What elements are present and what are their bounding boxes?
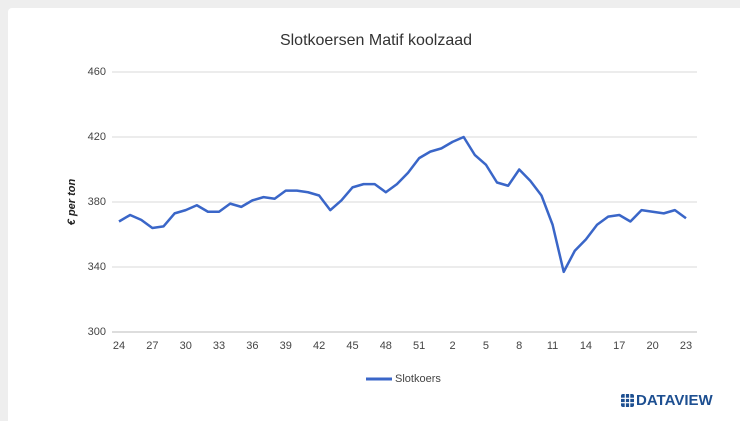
- x-tick-label: 8: [516, 340, 522, 352]
- data-line: [118, 135, 687, 274]
- x-tick-label: 42: [313, 340, 325, 352]
- x-tick-label: 11: [547, 340, 558, 352]
- y-tick-label: 420: [88, 131, 106, 143]
- logo-icon: [621, 394, 634, 407]
- x-tick-label: 51: [413, 340, 425, 352]
- chart-title: Slotkoersen Matif koolzaad: [280, 32, 472, 49]
- y-tick-label: 300: [88, 326, 106, 338]
- brand-logo: DATAVIEW: [621, 392, 713, 409]
- x-tick-label: 39: [280, 340, 292, 352]
- y-tick-label: 340: [88, 261, 106, 273]
- y-axis-label: € per ton: [66, 178, 78, 225]
- y-tick-label: 380: [88, 196, 106, 208]
- x-tick-label: 14: [580, 340, 592, 352]
- x-tick-label: 2: [449, 340, 455, 352]
- x-tick-label: 30: [180, 340, 192, 352]
- x-tick-label: 5: [483, 340, 489, 352]
- x-tick-label: 20: [647, 340, 659, 352]
- x-tick-label: 24: [113, 340, 125, 352]
- x-tick-label: 36: [246, 340, 258, 352]
- legend-label: Slotkoers: [395, 373, 441, 385]
- x-tick-label: 48: [380, 340, 392, 352]
- x-tick-label: 27: [146, 340, 158, 352]
- y-tick-label: 460: [88, 66, 106, 78]
- x-tick-label: 33: [213, 340, 225, 352]
- brand-name: DATAVIEW: [636, 392, 713, 409]
- x-tick-label: 23: [680, 340, 692, 352]
- x-tick-label: 17: [613, 340, 625, 352]
- x-tick-label: 45: [346, 340, 358, 352]
